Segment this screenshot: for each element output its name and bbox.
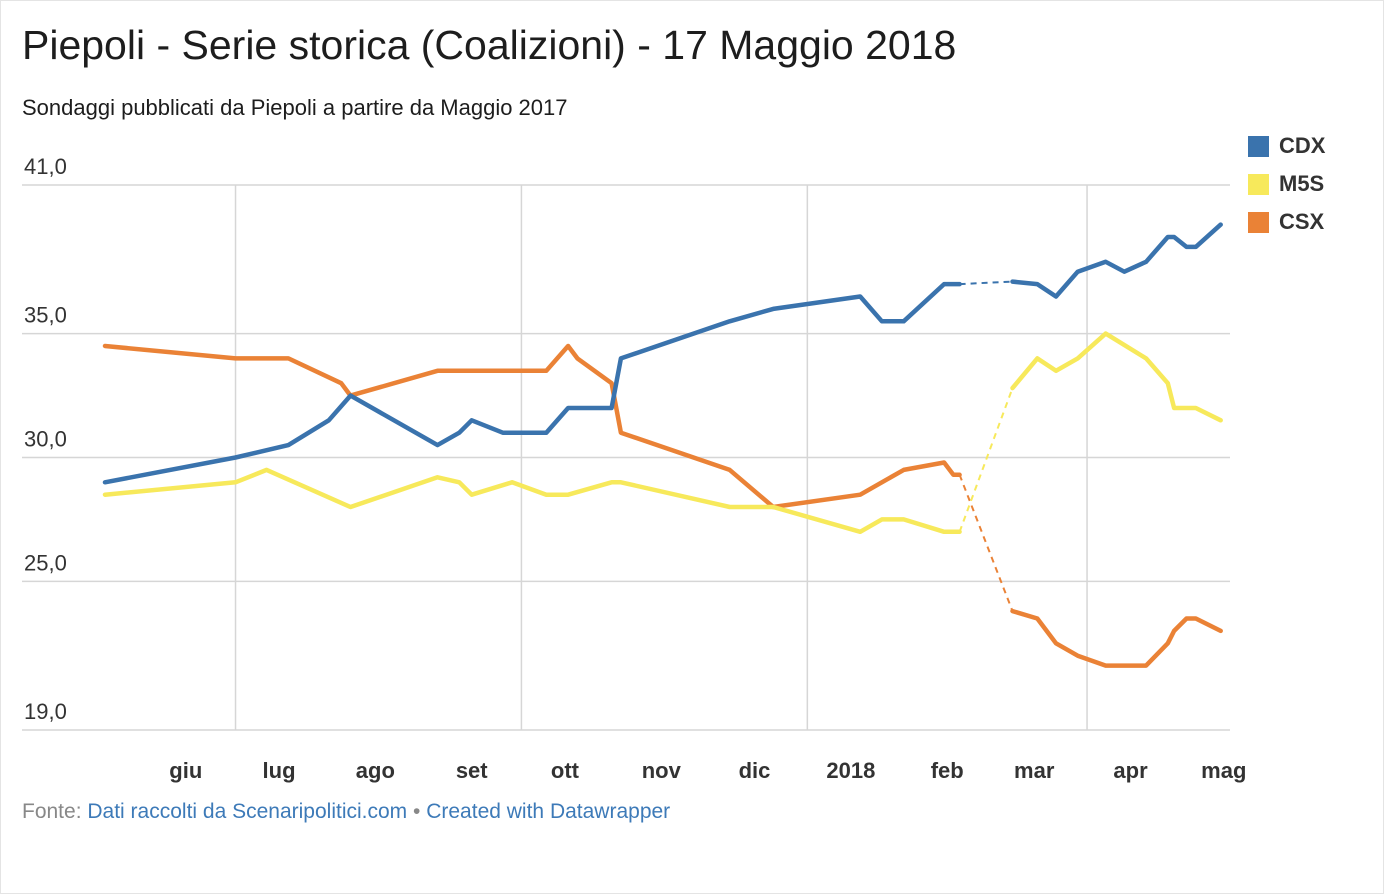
x-tick-label: ago bbox=[356, 758, 395, 783]
grid-layer bbox=[22, 184, 1230, 731]
legend-swatch-m5s bbox=[1248, 173, 1269, 195]
x-tick-label: set bbox=[456, 758, 488, 783]
x-tick-label: apr bbox=[1113, 758, 1148, 783]
y-tick-label: 19,0 bbox=[24, 699, 67, 724]
legend-item-csx[interactable]: CSX bbox=[1248, 203, 1325, 241]
series-line-m5s bbox=[1010, 331, 1223, 423]
series-line-csx bbox=[1010, 608, 1223, 668]
series-line-cdx bbox=[1010, 222, 1223, 299]
series-layer bbox=[102, 222, 1223, 668]
footer: Fonte: Dati raccolti da Scenaripolitici.… bbox=[22, 800, 670, 824]
legend-swatch-csx bbox=[1248, 211, 1269, 233]
x-tick-label: lug bbox=[263, 758, 296, 783]
legend-swatch-cdx bbox=[1248, 135, 1269, 157]
x-tick-label: feb bbox=[931, 758, 964, 783]
legend-item-cdx[interactable]: CDX bbox=[1248, 127, 1325, 165]
x-tick-label: ott bbox=[551, 758, 580, 783]
x-tick-label: mar bbox=[1014, 758, 1055, 783]
source-link[interactable]: Dati raccolti da Scenaripolitici.com bbox=[87, 800, 408, 823]
series-line-m5s bbox=[102, 467, 962, 535]
footer-separator: • bbox=[413, 800, 421, 823]
legend-item-m5s[interactable]: M5S bbox=[1248, 165, 1325, 203]
series-gap-line-m5s bbox=[958, 387, 1014, 533]
series-gap-line-cdx bbox=[959, 280, 1013, 286]
series-gap-line-csx bbox=[958, 474, 1014, 612]
y-tick-label: 30,0 bbox=[24, 427, 67, 452]
legend-label-m5s: M5S bbox=[1279, 171, 1325, 196]
y-tick-label: 41,0 bbox=[24, 154, 67, 179]
datawrapper-credit-link[interactable]: Created with Datawrapper bbox=[426, 800, 671, 823]
series-line-csx bbox=[102, 343, 962, 510]
x-tick-label: 2018 bbox=[826, 758, 875, 783]
x-tick-label: giu bbox=[169, 758, 202, 783]
axis-layer: 41,0 35,0 30,0 25,0 19,0 giu lug ago set ott nov di… bbox=[24, 154, 1246, 783]
x-tick-label: mag bbox=[1201, 758, 1246, 783]
legend: CDX M5S CSX bbox=[1248, 127, 1325, 241]
y-tick-label: 35,0 bbox=[24, 303, 67, 328]
series-line-cdx bbox=[102, 281, 962, 485]
legend-label-csx: CSX bbox=[1279, 209, 1325, 234]
chart-title: Piepoli - Serie storica (Coalizioni) - 1… bbox=[22, 22, 957, 68]
chart-subtitle: Sondaggi pubblicati da Piepoli a partire… bbox=[22, 95, 568, 120]
footer-source-prefix: Fonte: bbox=[22, 800, 88, 823]
x-tick-label: dic bbox=[739, 758, 771, 783]
x-tick-label: nov bbox=[642, 758, 682, 783]
legend-label-cdx: CDX bbox=[1279, 133, 1326, 158]
y-tick-label: 25,0 bbox=[24, 550, 67, 575]
